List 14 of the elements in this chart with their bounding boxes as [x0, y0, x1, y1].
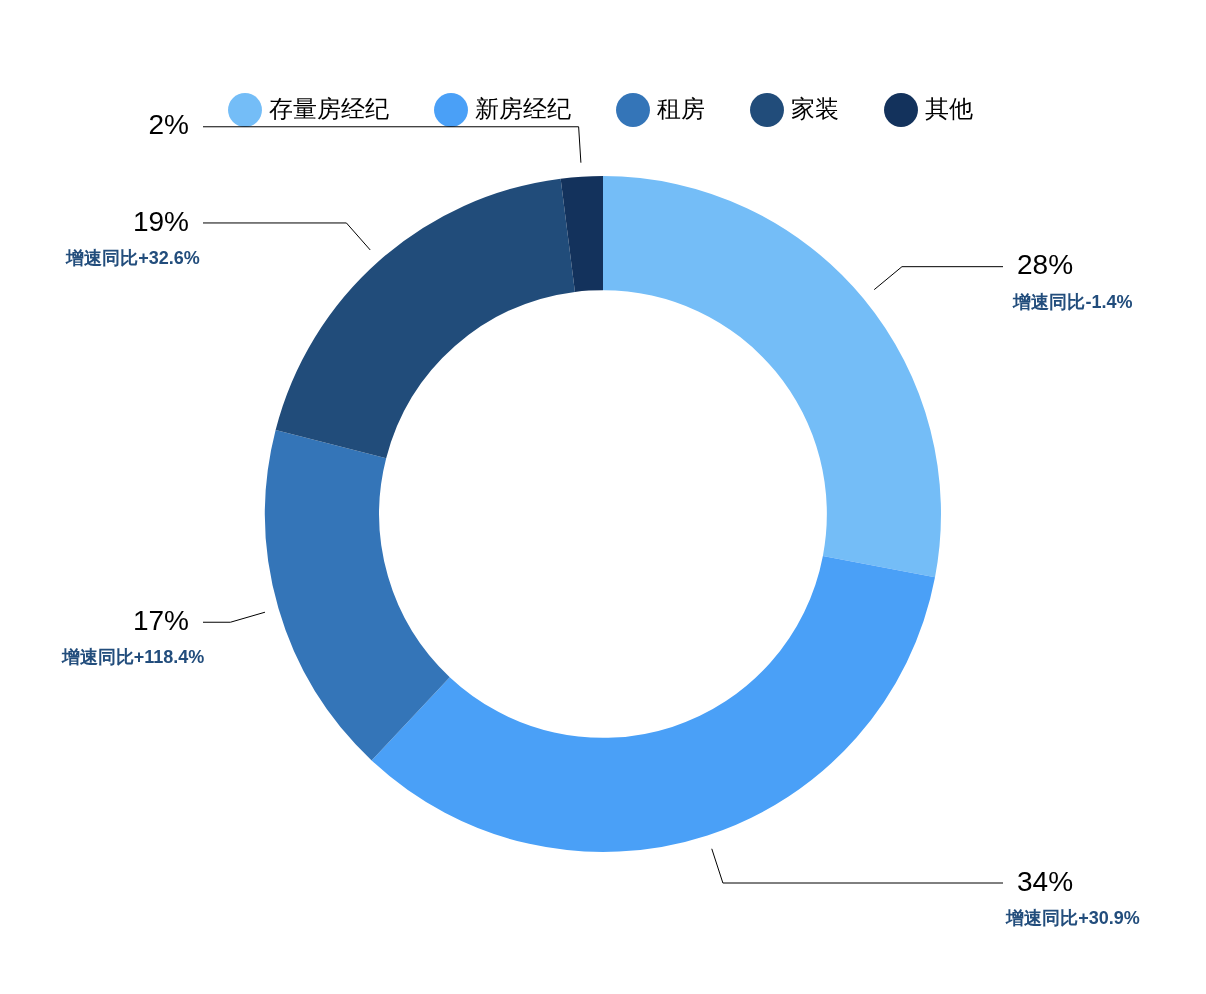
data-label: 19%: [132, 205, 189, 237]
data-label: 28%: [1017, 249, 1074, 281]
text: 增速同比+32.6%: [66, 247, 200, 268]
legend-label: 家装: [791, 94, 839, 122]
text: 增速同比-1.4%: [1013, 291, 1133, 312]
data-label: 17%: [132, 604, 189, 636]
legend-label: 存量房经纪: [269, 94, 389, 122]
data-label: 2%: [148, 109, 189, 141]
text: 增速同比+118.4%: [61, 647, 205, 668]
data-label: 34%: [1017, 865, 1074, 897]
text: 增速同比+30.9%: [1006, 907, 1140, 928]
legend-label: 新房经纪: [475, 94, 571, 122]
legend-label: 其他: [925, 94, 973, 122]
legend-label: 租房: [657, 94, 705, 122]
